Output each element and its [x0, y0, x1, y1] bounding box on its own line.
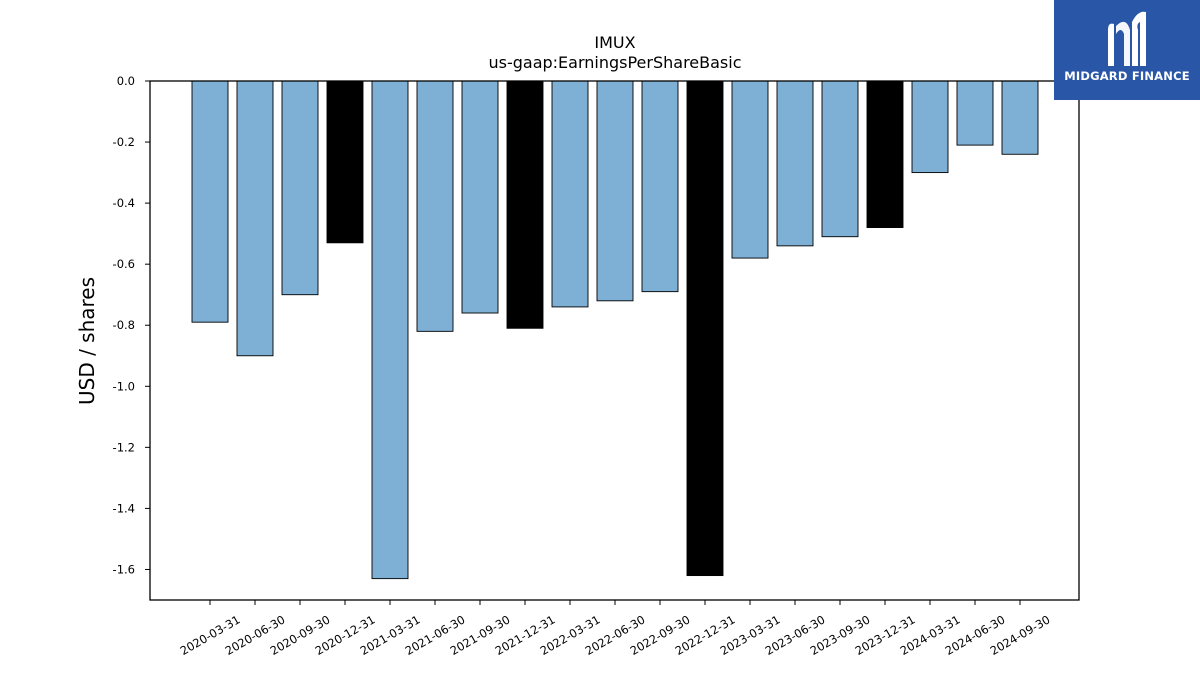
y-tick-label: -0.4: [113, 196, 135, 210]
logo-text: MIDGARD FINANCE: [1064, 69, 1190, 83]
y-tick-label: -0.2: [113, 135, 135, 149]
y-tick-label: -1.2: [113, 440, 135, 454]
midgard-logo-icon: [1108, 11, 1146, 67]
bar-2020-06-30: [236, 80, 274, 357]
bar-2021-12-31: [506, 80, 544, 329]
brand-logo: MIDGARD FINANCE: [1054, 0, 1200, 100]
bar-2023-12-31: [866, 80, 904, 228]
bar-2021-09-30: [461, 80, 499, 314]
chart-subtitle: us-gaap:EarningsPerShareBasic: [488, 53, 741, 72]
bar-2022-06-30: [596, 80, 634, 302]
bar-2021-03-31: [371, 80, 409, 580]
bar-2023-03-31: [731, 80, 769, 259]
bar-2023-06-30: [776, 80, 814, 247]
plot-frame: [149, 80, 1080, 601]
y-tick-label: 0.0: [117, 74, 135, 88]
bar-2023-09-30: [821, 80, 859, 238]
y-ticks-group: 0.0 -0.2 -0.4 -0.6 -0.8 -1.0 -1.2 -1.4 -1.6: [113, 74, 150, 576]
bar-2020-09-30: [281, 80, 319, 296]
bar-2022-09-30: [641, 80, 679, 293]
bar-2020-03-31: [191, 80, 229, 323]
bar-2021-06-30: [416, 80, 454, 332]
x-ticks-group: 2020-03-312020-06-302020-09-302020-12-31…: [178, 600, 1053, 658]
chart-title: IMUX: [594, 33, 635, 52]
bar-2020-12-31: [326, 80, 364, 244]
y-tick-label: -0.6: [113, 257, 135, 271]
y-tick-label: -1.6: [113, 562, 135, 576]
bars-group: [191, 80, 1039, 580]
bar-2022-03-31: [551, 80, 589, 308]
bar-2022-12-31: [686, 80, 724, 577]
y-tick-label: -1.0: [113, 379, 135, 393]
y-axis-label: USD / shares: [75, 277, 99, 405]
bar-2024-09-30: [1001, 80, 1039, 155]
bar-2024-06-30: [956, 80, 994, 146]
y-tick-label: -0.8: [113, 318, 135, 332]
y-tick-label: -1.4: [113, 501, 135, 515]
bar-2024-03-31: [911, 80, 949, 174]
